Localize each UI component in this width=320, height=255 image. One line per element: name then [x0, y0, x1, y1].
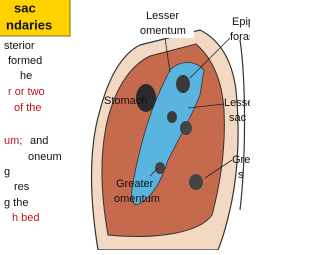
diagram-label: Gre [232, 154, 250, 166]
body-line: res [14, 181, 30, 193]
header-line: sac [14, 0, 36, 15]
slide: sac ndaries sterior formed he r or two o… [0, 0, 255, 251]
body-line: he [20, 70, 32, 82]
diagram-label: omentum [114, 193, 160, 205]
diagram-label: Lesser [146, 10, 179, 22]
diagram-label: s [238, 169, 244, 181]
body-line: um; [4, 135, 22, 147]
diagram-label: Greater [116, 178, 154, 190]
diagram-label: foran [230, 31, 250, 43]
body-line: r or two [8, 86, 45, 98]
body-line: and [30, 135, 48, 147]
diagram-label: omentum [140, 25, 186, 37]
diagram-label: Stomach [104, 95, 147, 107]
header-line: ndaries [6, 17, 52, 32]
diagram-label: sac [229, 112, 247, 124]
header-box [0, 0, 71, 37]
anatomy-drawing [90, 29, 246, 251]
body-line: of the [14, 102, 42, 114]
diagram-label: Lesse [224, 97, 250, 109]
body-line: h bed [12, 212, 40, 224]
body-line: g [4, 166, 10, 178]
body-line: g the [4, 197, 28, 209]
body-line: sterior [4, 40, 35, 52]
body-line: formed [8, 55, 42, 67]
diagram-label: Epip [232, 16, 250, 28]
body-line: oneum [28, 151, 62, 163]
label-bg [140, 8, 194, 38]
